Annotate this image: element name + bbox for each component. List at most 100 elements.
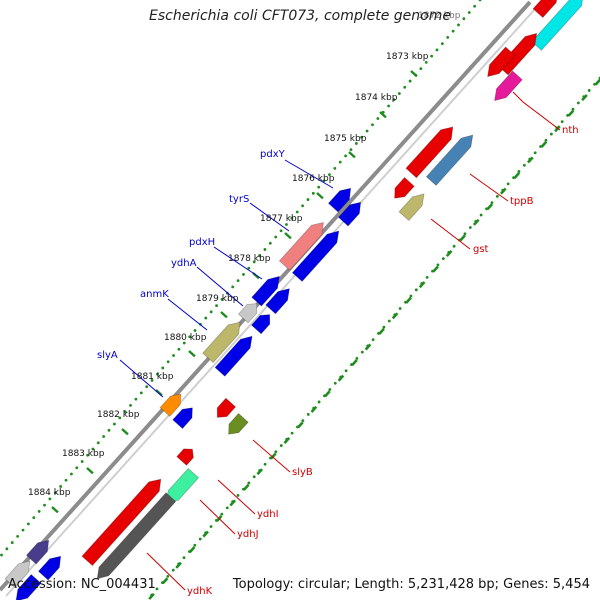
gene-label-tyrS[interactable]: tyrS [229, 194, 249, 205]
inner-ring-dot [155, 587, 159, 591]
gene-label-ydhK[interactable]: ydhK [187, 586, 213, 597]
ruler-ring-dot [446, 36, 450, 39]
ruler-ring-dot [43, 503, 46, 507]
ruler-ring-dot [5, 547, 9, 551]
gene-arrow [425, 134, 474, 186]
gene-arrow [172, 407, 193, 430]
inner-ring-tick [554, 125, 561, 133]
inner-ring-tick [581, 94, 588, 102]
leader-line [196, 266, 244, 307]
inner-ring-dot [171, 568, 175, 572]
inner-ring-dot [549, 132, 553, 136]
ruler-ring-dot [279, 229, 283, 233]
gene-arrow [216, 397, 237, 418]
inner-ring-tick [445, 250, 453, 257]
ruler-ring-dot [113, 422, 116, 426]
inner-ring-dot [522, 163, 526, 167]
leader-line [119, 359, 164, 398]
ruler-tick-label: 1884 kbp [28, 488, 71, 498]
inner-ring-tick [418, 281, 426, 289]
ruler-ring-dot [156, 372, 159, 376]
gene-label-gst[interactable]: gst [473, 244, 489, 255]
inner-ring-dot [225, 506, 229, 510]
ruler-ring-dot [215, 304, 218, 307]
leader-line [146, 552, 186, 591]
ruler-ring-dot [37, 509, 41, 513]
gene-label-anmK[interactable]: anmK [140, 289, 169, 300]
gene-label-tppB[interactable]: tppB [510, 196, 534, 207]
ruler-ring-dot [301, 204, 304, 208]
ruler-ring-dot [166, 360, 170, 364]
ruler-ring-dot [96, 441, 100, 445]
inner-ring-dot [166, 574, 170, 578]
gene-arrow [176, 448, 194, 466]
ruler-ring-dot [333, 166, 337, 170]
gene-label-pdxY[interactable]: pdxY [260, 149, 286, 160]
leader-line [469, 173, 509, 202]
inner-ring-dot [463, 232, 467, 236]
leader-line [199, 499, 236, 535]
gene-arrow [251, 275, 280, 307]
ruler-tick-label: 1878 kbp [228, 254, 271, 264]
inner-ring-tick [229, 499, 237, 507]
inner-ring-dot [220, 512, 224, 516]
ruler-tick-label: 1880 kbp [164, 333, 207, 343]
ruler-tick [284, 232, 292, 240]
ruler-ring-dot [129, 403, 132, 407]
gene-arrow [81, 478, 162, 567]
ruler-tick-label: 1883 kbp [62, 449, 105, 459]
ruler-ring-dot [204, 316, 208, 320]
ruler-ring-dot [322, 179, 326, 183]
ruler-tick [410, 70, 418, 78]
inner-ring-dot [495, 194, 499, 198]
ruler-ring-dot [172, 354, 175, 357]
inner-ring-dot [306, 413, 310, 416]
ruler-ring-dot [338, 160, 342, 164]
gene-label-ydhA[interactable]: ydhA [171, 258, 197, 269]
inner-ring-dot [490, 201, 494, 204]
ruler-tick-label: 1876 kbp [292, 174, 335, 184]
ruler-ring-dot [435, 48, 439, 52]
inner-ring-dot [468, 226, 472, 229]
ruler-ring-dot [371, 123, 374, 127]
ruler-ring-dot [32, 516, 36, 520]
inner-ring-tick [283, 437, 291, 444]
gene-label-slyA[interactable]: slyA [97, 350, 118, 361]
ruler-ring-dot [16, 534, 20, 538]
gene-arrow [250, 314, 271, 335]
gene-label-ydhI[interactable]: ydhI [257, 509, 279, 520]
ruler-ring-dot [209, 310, 213, 314]
gene-label-ydhJ[interactable]: ydhJ [237, 529, 259, 540]
inner-ring-tick [310, 405, 318, 413]
ruler-ring-dot [419, 67, 423, 71]
gene-arrow [291, 230, 340, 282]
ruler-tick-label: 1873 kbp [386, 52, 429, 62]
inner-ring-tick [242, 483, 250, 491]
inner-ring-dot [355, 356, 359, 360]
ruler-ring-dot [48, 497, 52, 501]
inner-ring-dot [193, 543, 197, 547]
gene-label-pdxH[interactable]: pdxH [189, 237, 215, 248]
gene-label-nth[interactable]: nth [562, 125, 579, 136]
ruler-ring-dot [75, 466, 79, 470]
inner-ring-tick [486, 203, 494, 211]
inner-ring-dot [263, 462, 267, 466]
ruler-ring-dot [263, 248, 267, 251]
inner-ring-dot [506, 182, 510, 186]
ruler-ring-dot [274, 235, 278, 239]
inner-ring-tick [337, 374, 345, 382]
genome-title: Escherichia coli CFT073, complete genome [149, 8, 451, 24]
ruler-ring-dot [182, 341, 186, 345]
inner-ring-dot [209, 525, 213, 528]
ruler-tick-label-partial: 1872 kbp [418, 11, 461, 21]
ruler-ring-dot [193, 329, 197, 332]
inner-ring-dot [436, 263, 440, 267]
inner-ring-tick [202, 530, 209, 538]
gene-label-slyB[interactable]: slyB [292, 467, 313, 478]
ruler-ring-dot [26, 522, 30, 526]
ruler-tick-label: 1874 kbp [355, 93, 398, 103]
ruler-tick [155, 389, 163, 397]
inner-ring-tick [364, 343, 372, 351]
